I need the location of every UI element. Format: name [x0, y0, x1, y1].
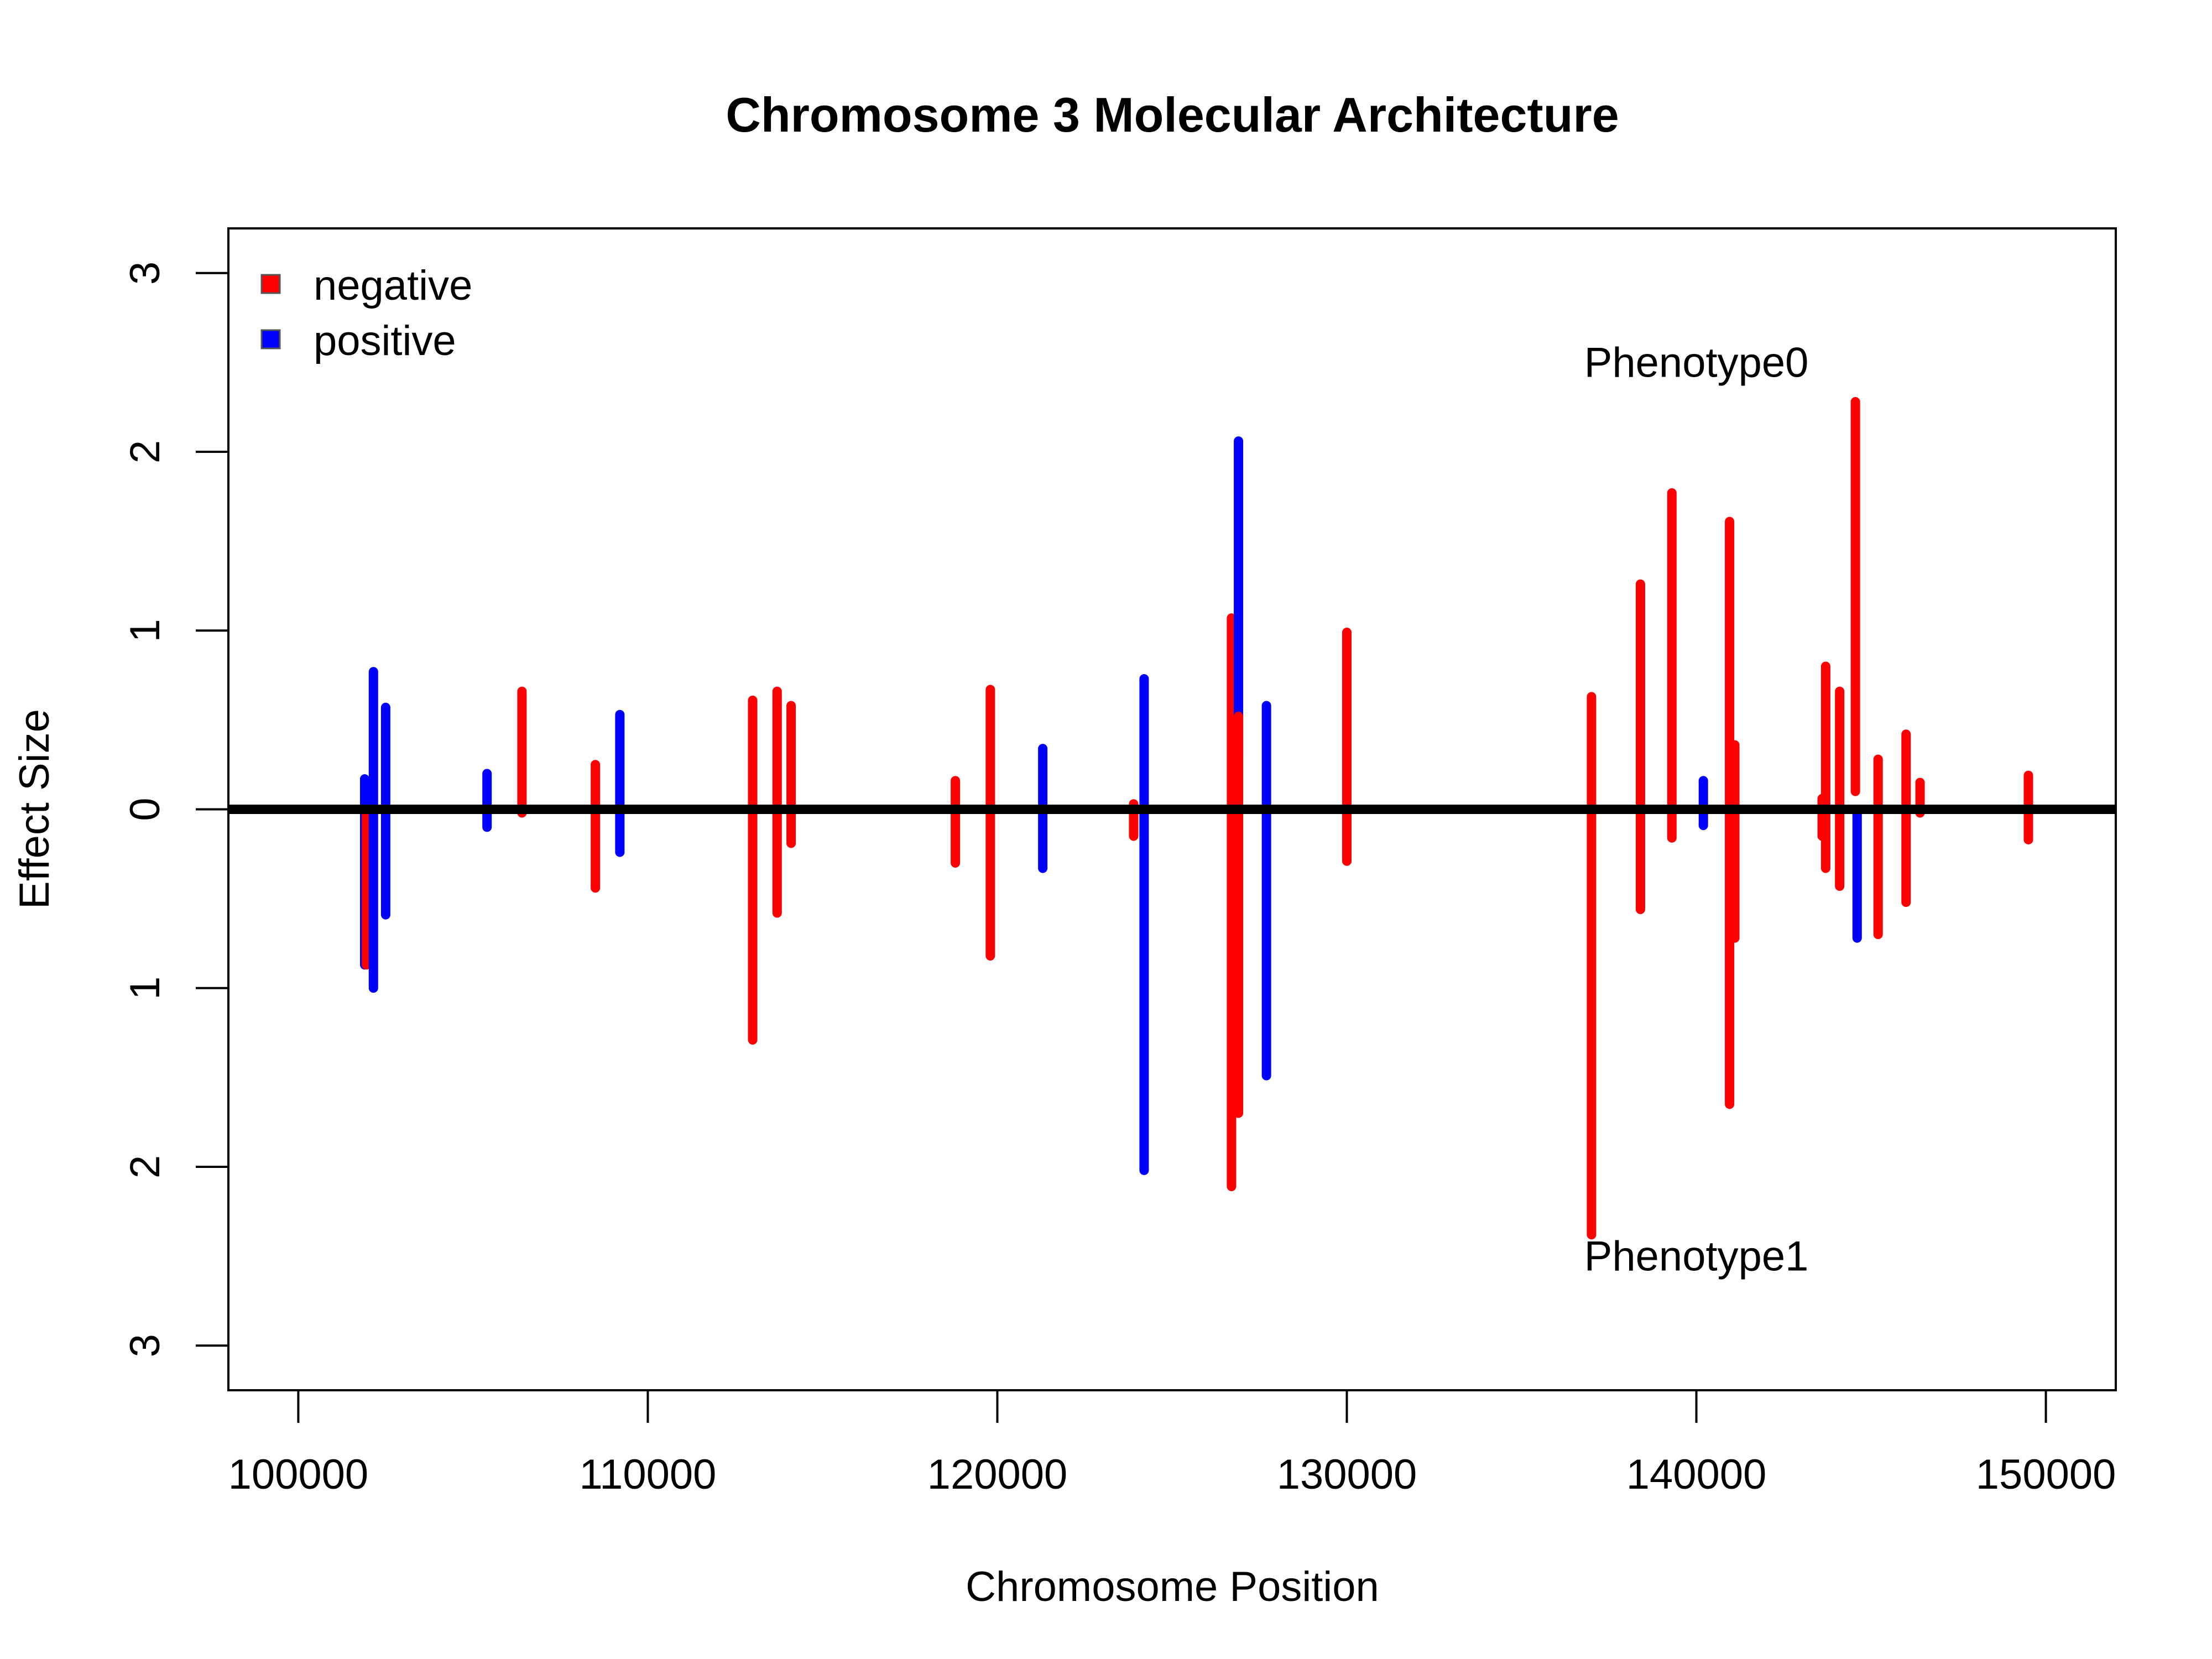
x-tick-label-1: 110000 [579, 1451, 716, 1498]
y-axis-label: Effect Size [11, 709, 58, 909]
chart-title: Chromosome 3 Molecular Architecture [726, 87, 1619, 142]
annotation-0: Phenotype0 [1584, 339, 1809, 386]
y-tick-label-6: 3 [122, 1334, 169, 1357]
x-tick-label-5: 150000 [1976, 1451, 2116, 1498]
legend-label-positive: positive [314, 317, 456, 364]
y-tick-label-2: 1 [122, 619, 169, 642]
legend-label-negative: negative [314, 262, 472, 309]
annotation-1: Phenotype1 [1584, 1233, 1809, 1280]
annotations: Phenotype0 Phenotype1 [1584, 339, 1809, 1280]
legend: negative positive [260, 262, 472, 364]
x-axis: 100000 110000 120000 130000 140000 150000 [228, 1389, 2116, 1498]
x-tick-label-4: 140000 [1626, 1451, 1767, 1498]
legend-swatch-negative [260, 274, 281, 294]
y-tick-label-1: 2 [122, 440, 169, 463]
y-tick-label-3: 0 [122, 797, 169, 821]
y-tick-label-4: 1 [122, 977, 169, 1000]
y-tick-label-0: 3 [122, 262, 169, 285]
x-tick-label-2: 120000 [927, 1451, 1068, 1498]
x-tick-label-0: 100000 [228, 1451, 369, 1498]
x-tick-label-3: 130000 [1277, 1451, 1417, 1498]
legend-swatch-positive [260, 329, 281, 349]
plot-area [228, 397, 2116, 1240]
y-tick-label-5: 2 [122, 1155, 169, 1178]
y-axis: 3 2 1 0 1 2 3 [122, 262, 229, 1357]
x-axis-label: Chromosome Position [966, 1563, 1379, 1610]
effect-segments [359, 397, 2033, 1240]
